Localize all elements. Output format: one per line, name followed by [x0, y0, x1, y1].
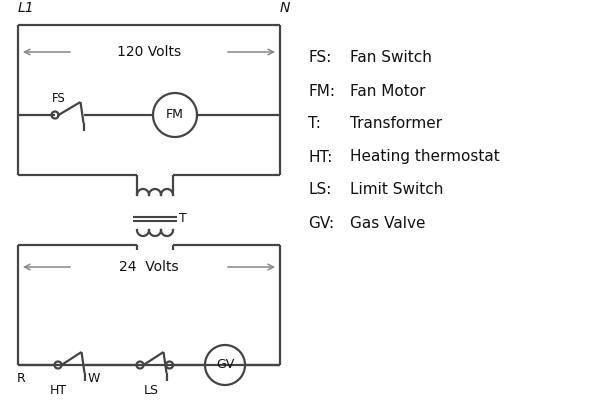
- Text: L1: L1: [18, 1, 35, 15]
- Text: 24  Volts: 24 Volts: [119, 260, 179, 274]
- Text: FS:: FS:: [308, 50, 332, 66]
- Text: FM:: FM:: [308, 84, 335, 98]
- Text: FM: FM: [166, 108, 184, 122]
- Text: T: T: [179, 212, 187, 226]
- Text: LS:: LS:: [308, 182, 332, 198]
- Text: N: N: [280, 1, 290, 15]
- Text: Heating thermostat: Heating thermostat: [350, 150, 500, 164]
- Text: T:: T:: [308, 116, 321, 132]
- Text: FS: FS: [52, 92, 65, 104]
- Text: Fan Motor: Fan Motor: [350, 84, 425, 98]
- Text: Limit Switch: Limit Switch: [350, 182, 443, 198]
- Text: R: R: [17, 372, 26, 384]
- Text: W: W: [87, 372, 100, 384]
- Text: Fan Switch: Fan Switch: [350, 50, 432, 66]
- Text: Gas Valve: Gas Valve: [350, 216, 425, 230]
- Text: GV: GV: [216, 358, 234, 372]
- Text: HT:: HT:: [308, 150, 332, 164]
- Text: Transformer: Transformer: [350, 116, 442, 132]
- Text: 120 Volts: 120 Volts: [117, 45, 181, 59]
- Text: HT: HT: [50, 384, 67, 398]
- Text: GV:: GV:: [308, 216, 334, 230]
- Text: LS: LS: [144, 384, 159, 398]
